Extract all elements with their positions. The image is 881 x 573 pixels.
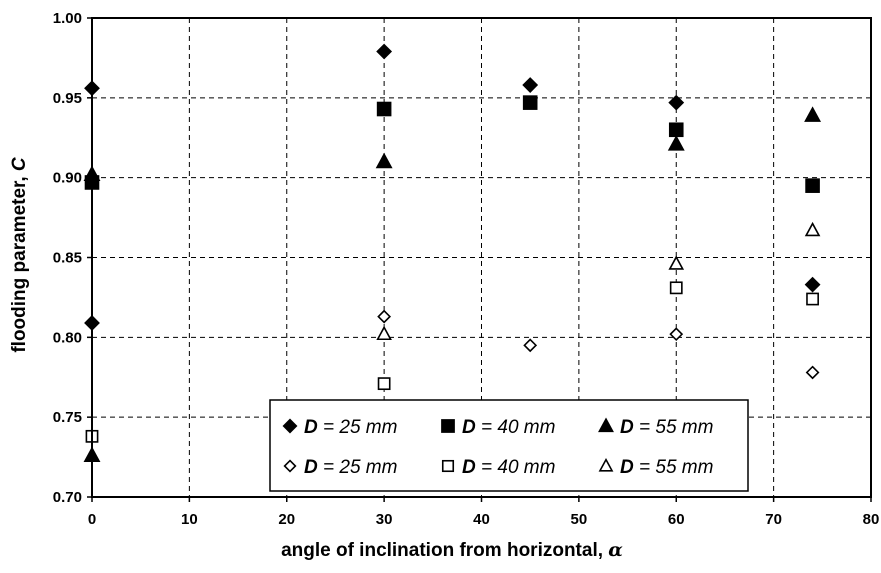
filled-triangle-point: [375, 152, 393, 169]
legend-label: D = 55 mm: [620, 417, 713, 438]
legend-series-name: = 25 mm: [318, 417, 398, 438]
open-square-point: [669, 281, 683, 295]
x-axis-title: angle of inclination from horizontal, α: [281, 539, 623, 561]
filled-diamond-point: [804, 276, 821, 293]
y-tick-label: 0.85: [53, 250, 82, 267]
filled-square-point: [522, 95, 538, 110]
x-tick-label: 40: [473, 511, 490, 528]
legend: D = 25 mm D = 40 mm D = 55 mmD = 25 mm D = …: [269, 399, 749, 492]
legend-series-name: = 55 mm: [634, 417, 714, 438]
open-diamond-point: [377, 309, 392, 324]
filled-square-point: [376, 101, 392, 117]
x-tick-label: 20: [278, 511, 295, 528]
y-tick-label: 0.95: [53, 90, 82, 107]
legend-marker-filled-diamond: [282, 418, 298, 434]
legend-symbol: D: [304, 457, 318, 478]
open-square-point: [377, 377, 391, 391]
legend-symbol: D: [620, 457, 634, 478]
y-axis-title: flooding parameter, C: [9, 157, 30, 353]
legend-label: D = 25 mm: [304, 417, 397, 438]
legend-symbol: D: [462, 457, 476, 478]
filled-triangle-point: [804, 106, 822, 122]
y-tick-label: 0.80: [53, 329, 82, 346]
legend-marker-open-square: [441, 459, 455, 473]
open-diamond-point: [805, 365, 820, 380]
filled-diamond-point: [522, 77, 539, 93]
open-triangle-point: [804, 221, 821, 237]
x-tick-label: 30: [376, 511, 393, 528]
y-axis-ticks: 0.70 0.75 0.80 0.85 0.90 0.95 1.00: [53, 10, 92, 506]
filled-diamond-point: [376, 43, 393, 60]
x-tick-label: 80: [863, 511, 880, 528]
legend-symbol: D: [620, 417, 634, 438]
y-tick-label: 0.90: [53, 170, 82, 187]
legend-series-name: = 40 mm: [476, 417, 556, 438]
filled-square-point: [668, 122, 684, 138]
open-triangle-point: [376, 325, 392, 341]
x-tick-label: 50: [571, 511, 588, 528]
legend-marker-filled-square: [441, 419, 455, 433]
legend-label: D = 55 mm: [620, 457, 713, 478]
filled-triangle-point: [667, 135, 685, 151]
x-axis-title-text: angle of inclination from horizontal,: [281, 540, 603, 561]
y-tick-label: 1.00: [53, 10, 82, 27]
y-axis-title-symbol: C: [9, 157, 30, 171]
legend-symbol: D: [304, 417, 318, 438]
legend-symbol: D: [462, 417, 476, 438]
x-axis-ticks: 0 10 20 30 40 50 60 70 80: [88, 497, 880, 528]
legend-box: [269, 399, 749, 492]
x-tick-label: 0: [88, 511, 96, 528]
legend-series-name: = 40 mm: [476, 457, 556, 478]
open-square-point: [806, 292, 819, 306]
filled-diamond-point: [668, 94, 685, 111]
legend-label: D = 25 mm: [304, 457, 397, 478]
open-diamond-point: [669, 327, 684, 342]
legend-marker-open-triangle: [598, 457, 614, 472]
x-tick-label: 60: [668, 511, 685, 528]
legend-label: D = 40 mm: [462, 457, 555, 478]
legend-series-name: = 55 mm: [634, 457, 714, 478]
legend-series-name: = 25 mm: [318, 457, 398, 478]
legend-marker-filled-triangle: [598, 417, 614, 433]
y-tick-label: 0.75: [53, 409, 82, 426]
open-triangle-point: [668, 255, 685, 270]
y-tick-label: 0.70: [53, 489, 82, 506]
y-axis-title-text: flooding parameter,: [9, 176, 30, 352]
x-tick-label: 70: [765, 511, 782, 528]
open-diamond-point: [523, 338, 538, 353]
x-tick-label: 10: [181, 511, 198, 528]
legend-label: D = 40 mm: [462, 417, 555, 438]
x-axis-title-symbol: α: [608, 539, 623, 561]
legend-marker-open-diamond: [283, 459, 297, 473]
filled-square-point: [805, 178, 820, 193]
